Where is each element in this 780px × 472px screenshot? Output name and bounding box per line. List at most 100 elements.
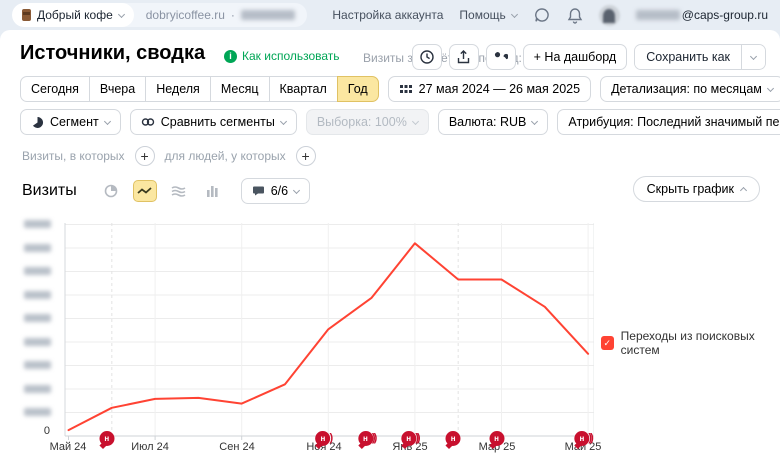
add-visits-filter-button[interactable]: + (135, 146, 155, 166)
calendar-grid-icon (399, 83, 413, 96)
annotation-bubble-icon: н (401, 431, 416, 446)
integrations-button[interactable] (486, 44, 516, 70)
annotation-marker[interactable]: н)) (574, 431, 591, 446)
annotation-bubble-icon: н (99, 431, 114, 446)
history-button[interactable] (412, 44, 442, 70)
counter-logo-icon (22, 9, 31, 21)
sampling-value: Выборка: 100% (317, 115, 407, 129)
visits-line-chart[interactable] (58, 214, 594, 446)
y-axis-label-redacted (24, 220, 51, 228)
add-users-filter-button[interactable]: + (296, 146, 316, 166)
metrics-selector-button[interactable]: 6/6 (241, 178, 310, 204)
notifications-bell-icon[interactable] (567, 6, 583, 24)
attribution-select[interactable]: Атрибуция: Последний значимый переход кд (557, 109, 780, 135)
segment-controls-row: Сегмент Сравнить сегменты Выборка: 100% … (20, 109, 780, 135)
counter-id-redacted (241, 10, 295, 20)
annotation-bubble-icon: н (446, 431, 461, 446)
chevron-down-icon (412, 117, 419, 124)
attribution-value: Атрибуция: Последний значимый переход (568, 115, 780, 129)
user-avatar[interactable] (599, 5, 620, 26)
line-chart-icon (137, 186, 152, 196)
save-as-split-button: Сохранить как (634, 44, 766, 70)
how-to-use-link[interactable]: i Как использовать (224, 49, 340, 63)
currency-select[interactable]: Валюта: RUB (438, 109, 549, 135)
legend-item-search-traffic[interactable]: ✓ Переходы из поисковых систем (601, 329, 780, 357)
email-user-redacted (636, 10, 680, 20)
preset-year[interactable]: Год (337, 76, 379, 102)
segment-pie-icon (31, 116, 44, 129)
annotation-bubble-icon: н (358, 431, 373, 446)
sampling-select[interactable]: Выборка: 100% (306, 109, 429, 135)
user-email[interactable]: @caps-group.ru (636, 8, 768, 22)
add-to-dashboard-button[interactable]: + На дашборд (523, 44, 628, 70)
counter-domain-section: dobryicoffee.ru · (134, 8, 307, 22)
email-domain: @caps-group.ru (682, 8, 768, 22)
chart-type-line-button[interactable] (133, 180, 157, 202)
compare-segments-icon (141, 116, 155, 128)
counter-name: Добрый кофе (37, 8, 113, 22)
date-range-picker[interactable]: 27 мая 2024 — 26 мая 2025 (388, 76, 591, 102)
page-title: Источники, сводка (20, 42, 205, 65)
detalization-value: Детализация: по месяцам (611, 82, 762, 96)
report-card: Источники, сводка i Как использовать Виз… (0, 30, 780, 472)
y-axis-zero-label: 0 (30, 425, 50, 437)
annotation-marker[interactable]: н (99, 431, 114, 446)
preset-month[interactable]: Месяц (210, 76, 270, 102)
legend-label: Переходы из поисковых систем (621, 329, 780, 357)
chevron-down-icon (293, 186, 300, 193)
chart-section-header: Визиты (22, 178, 310, 204)
annotation-bubble-icon: н (315, 431, 330, 446)
drops-icon (493, 50, 508, 64)
domain-separator: · (231, 8, 235, 22)
annotation-marker[interactable]: н (446, 431, 461, 446)
y-axis-label-redacted (24, 385, 51, 393)
legend-checkbox[interactable]: ✓ (601, 336, 614, 350)
export-button[interactable] (449, 44, 479, 70)
y-axis-label-redacted (24, 244, 51, 252)
help-menu[interactable]: Помощь (459, 8, 516, 22)
y-axis-label-redacted (24, 314, 51, 322)
save-as-button[interactable]: Сохранить как (635, 45, 741, 69)
counter-switcher[interactable]: Добрый кофе dobryicoffee.ru · (12, 3, 307, 27)
segment-button[interactable]: Сегмент (20, 109, 121, 135)
x-axis-label: Сен 24 (219, 441, 254, 453)
comment-bubble-icon (252, 185, 265, 197)
clock-icon (419, 49, 435, 65)
chart-section-title: Визиты (22, 182, 77, 200)
preset-week[interactable]: Неделя (145, 76, 211, 102)
annotation-bubble-icon: н (489, 431, 504, 446)
hide-chart-label: Скрыть график (647, 182, 734, 196)
preset-quarter[interactable]: Квартал (269, 76, 338, 102)
account-settings-link[interactable]: Настройка аккаунта (332, 8, 443, 22)
preset-yesterday[interactable]: Вчера (89, 76, 146, 102)
y-axis-label-redacted (24, 267, 51, 275)
segment-label: Сегмент (50, 115, 99, 129)
annotation-bubble-icon: н (574, 431, 589, 446)
annotation-marker[interactable]: н)) (401, 431, 418, 446)
filter-builder-row: Визиты, в которых + для людей, у которых… (22, 146, 316, 166)
annotation-marker[interactable]: н)) (358, 431, 375, 446)
hide-chart-button[interactable]: Скрыть график (633, 176, 760, 202)
counter-name-section[interactable]: Добрый кофе (12, 3, 134, 27)
chevron-down-icon (280, 117, 287, 124)
chevron-up-icon (740, 186, 747, 193)
y-axis-label-redacted (24, 361, 51, 369)
save-as-dropdown[interactable] (741, 45, 765, 69)
annotation-marker[interactable]: н) (315, 431, 331, 446)
chevron-down-icon (511, 10, 518, 17)
y-axis-label-redacted (24, 291, 51, 299)
export-icon (456, 49, 471, 65)
messages-icon[interactable] (533, 6, 551, 24)
y-axis-label-redacted (24, 408, 51, 416)
currency-value: Валюта: RUB (449, 115, 527, 129)
compare-segments-button[interactable]: Сравнить сегменты (130, 109, 297, 135)
top-bar: Добрый кофе dobryicoffee.ru · Настройка … (0, 0, 780, 30)
chart-type-pie-button[interactable] (99, 180, 123, 202)
detalization-select[interactable]: Детализация: по месяцам (600, 76, 780, 102)
chart-type-area-button[interactable] (167, 180, 191, 202)
chart-type-columns-button[interactable] (201, 180, 225, 202)
annotation-marker[interactable]: н (489, 431, 504, 446)
preset-today[interactable]: Сегодня (20, 76, 90, 102)
users-filter-label: для людей, у которых (165, 149, 286, 163)
columns-chart-icon (206, 185, 220, 197)
